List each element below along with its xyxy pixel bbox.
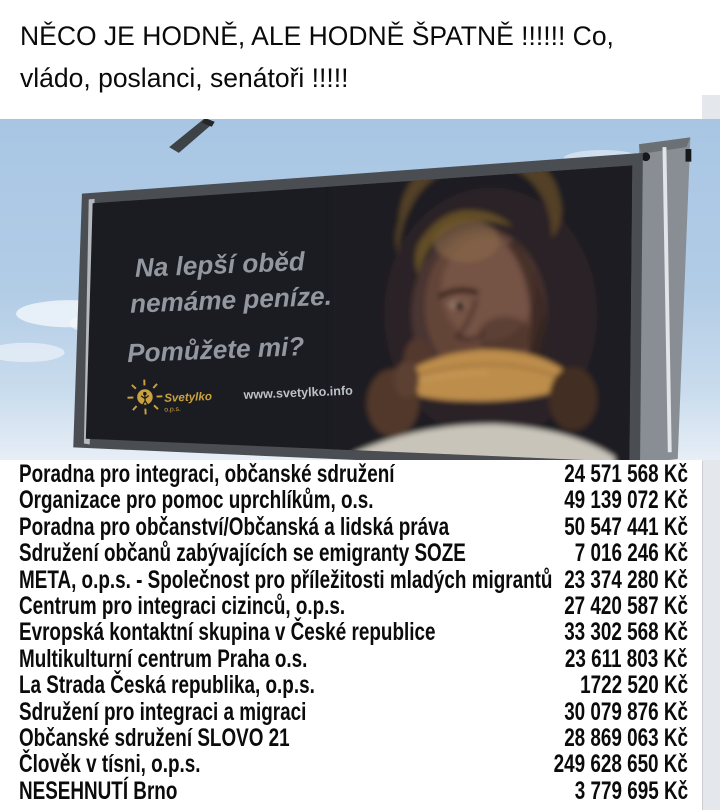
- svg-text:o.p.s.: o.p.s.: [164, 406, 181, 414]
- svg-text:Svetylko: Svetylko: [164, 390, 212, 405]
